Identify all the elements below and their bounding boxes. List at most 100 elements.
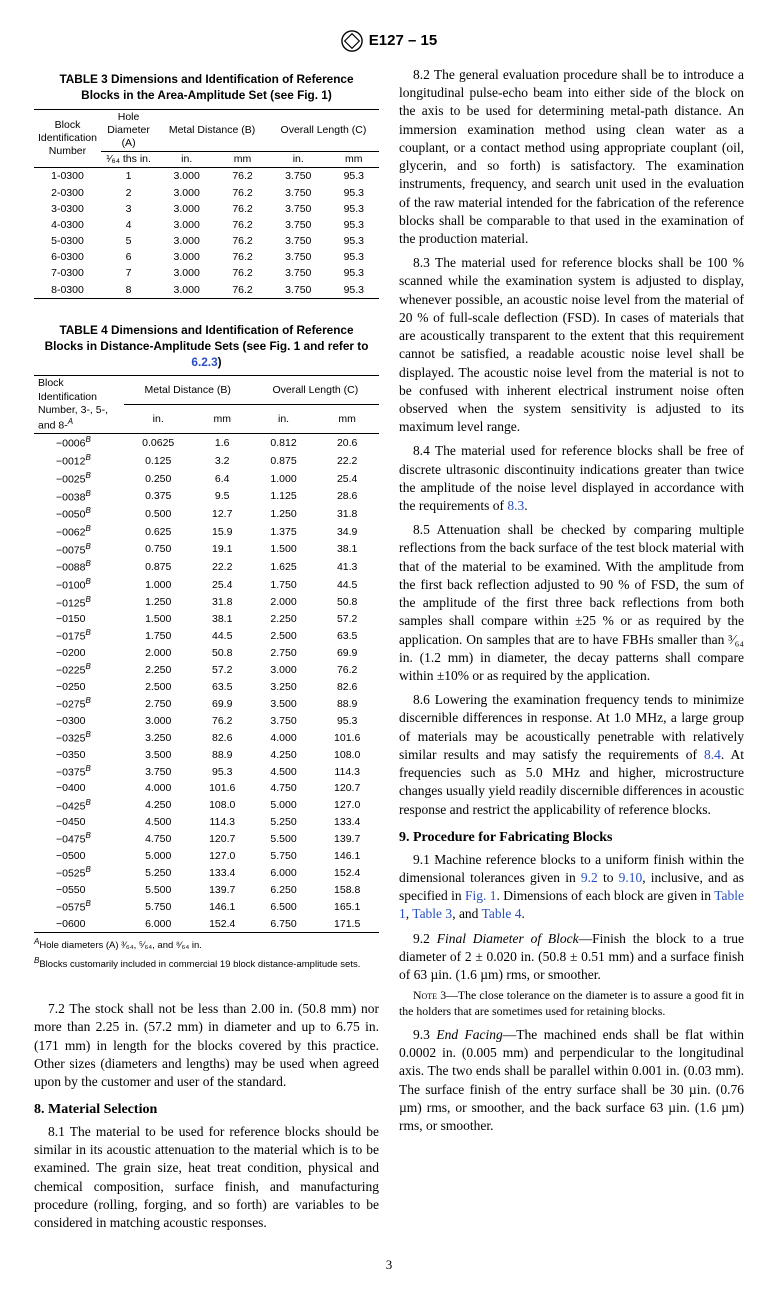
table-cell: 127.0 — [315, 797, 379, 815]
table-cell: 3.250 — [252, 679, 316, 695]
table-cell: 25.4 — [315, 470, 379, 488]
t3-h-A: Hole Diameter (A) — [101, 109, 156, 151]
link-84[interactable]: 8.4 — [704, 747, 721, 762]
table-cell: 3.500 — [124, 747, 193, 763]
table-cell: 3.000 — [156, 249, 217, 265]
table-row: −02502.50063.53.25082.6 — [34, 679, 379, 695]
table-cell: 0.0625 — [124, 434, 193, 452]
table-cell: 50.8 — [315, 594, 379, 612]
table-cell: 1.000 — [124, 576, 193, 594]
table-cell: 82.6 — [193, 729, 252, 747]
table-cell: 6.000 — [124, 916, 193, 933]
table-cell: 3.750 — [268, 233, 329, 249]
table-cell: 158.8 — [315, 882, 379, 898]
link-623[interactable]: 6.2.3 — [191, 355, 217, 369]
table-cell: 95.3 — [329, 217, 379, 233]
table-cell: −0250 — [34, 679, 124, 695]
table-row: −05005.000127.05.750146.1 — [34, 848, 379, 864]
table-row: 2-030023.00076.23.75095.3 — [34, 185, 379, 201]
table-cell: 3.000 — [156, 282, 217, 299]
table-cell: 6.4 — [193, 470, 252, 488]
table-cell: 76.2 — [315, 661, 379, 679]
table-cell: 3.000 — [156, 168, 217, 185]
table-cell: 146.1 — [315, 848, 379, 864]
table-cell: 1.750 — [124, 627, 193, 645]
table-cell: 8 — [101, 282, 156, 299]
table-cell: 108.0 — [315, 747, 379, 763]
table-cell: 12.7 — [193, 505, 252, 523]
table-cell: 82.6 — [315, 679, 379, 695]
table-cell: 2.500 — [124, 679, 193, 695]
table-cell: −0075B — [34, 541, 124, 559]
table-row: 5-030053.00076.23.75095.3 — [34, 233, 379, 249]
link-83[interactable]: 8.3 — [507, 498, 524, 513]
table-cell: 5.000 — [124, 848, 193, 864]
table-cell: 57.2 — [193, 661, 252, 679]
table-cell: 2.250 — [124, 661, 193, 679]
table-cell: 76.2 — [217, 282, 268, 299]
table-cell: 3-0300 — [34, 201, 101, 217]
table-cell: 95.3 — [329, 282, 379, 299]
table-cell: 63.5 — [315, 627, 379, 645]
table-cell: 1-0300 — [34, 168, 101, 185]
para-8-3: 8.3 The material used for reference bloc… — [399, 254, 744, 436]
table-cell: 152.4 — [193, 916, 252, 933]
table-cell: 3.2 — [193, 452, 252, 470]
para-8-4: 8.4 The material used for reference bloc… — [399, 442, 744, 515]
t4-h-B: Metal Distance (B) — [124, 376, 252, 405]
table-cell: 114.3 — [193, 814, 252, 830]
table-cell: 101.6 — [315, 729, 379, 747]
link-table3[interactable]: Table 3 — [412, 906, 452, 921]
table-cell: 3.750 — [268, 185, 329, 201]
table-cell: 1.250 — [252, 505, 316, 523]
t3-h-mm2: mm — [329, 152, 379, 168]
table-cell: −0350 — [34, 747, 124, 763]
table-cell: 5 — [101, 233, 156, 249]
table-cell: 3.750 — [268, 217, 329, 233]
t4-h-in2: in. — [252, 405, 316, 434]
table-cell: 31.8 — [193, 594, 252, 612]
table-row: −03503.50088.94.250108.0 — [34, 747, 379, 763]
table-cell: 0.625 — [124, 523, 193, 541]
table-row: −0425B4.250108.05.000127.0 — [34, 797, 379, 815]
table-cell: −0425B — [34, 797, 124, 815]
table-cell: 95.3 — [329, 265, 379, 281]
table-cell: −0150 — [34, 611, 124, 627]
link-910[interactable]: 9.10 — [619, 870, 643, 885]
table-cell: 139.7 — [193, 882, 252, 898]
table-cell: 63.5 — [193, 679, 252, 695]
table-cell: −0400 — [34, 780, 124, 796]
t4-h-mm: mm — [193, 405, 252, 434]
table-cell: 2.500 — [252, 627, 316, 645]
table-row: 1-030013.00076.23.75095.3 — [34, 168, 379, 185]
t3-h-in: in. — [156, 152, 217, 168]
table-cell: 1.250 — [124, 594, 193, 612]
table-cell: −0038B — [34, 488, 124, 506]
table-cell: 76.2 — [193, 713, 252, 729]
table-cell: 3.000 — [156, 185, 217, 201]
table-cell: 6.000 — [252, 864, 316, 882]
table-cell: 3.750 — [268, 265, 329, 281]
table-row: −0475B4.750120.75.500139.7 — [34, 830, 379, 848]
para-8-1: 8.1 The material to be used for referenc… — [34, 1123, 379, 1232]
table-cell: 2.000 — [124, 645, 193, 661]
table-cell: 1.6 — [193, 434, 252, 452]
right-column: 8.2 The general evaluation procedure sha… — [399, 66, 744, 1234]
link-92[interactable]: 9.2 — [581, 870, 598, 885]
table-row: −0175B1.75044.52.50063.5 — [34, 627, 379, 645]
table-row: 6-030063.00076.23.75095.3 — [34, 249, 379, 265]
table-row: −05505.500139.76.250158.8 — [34, 882, 379, 898]
table-cell: 4-0300 — [34, 217, 101, 233]
heading-8: 8. Material Selection — [34, 1101, 379, 1120]
table-cell: 1.500 — [124, 611, 193, 627]
table-cell: 88.9 — [193, 747, 252, 763]
table-cell: 28.6 — [315, 488, 379, 506]
link-table4[interactable]: Table 4 — [482, 906, 522, 921]
table-cell: 5.500 — [124, 882, 193, 898]
link-fig1[interactable]: Fig. 1 — [465, 888, 497, 903]
table-cell: 3.000 — [124, 713, 193, 729]
table-cell: 0.500 — [124, 505, 193, 523]
page-number: 3 — [34, 1256, 744, 1274]
t3-h-B: Metal Distance (B) — [156, 109, 268, 151]
table-cell: −0325B — [34, 729, 124, 747]
